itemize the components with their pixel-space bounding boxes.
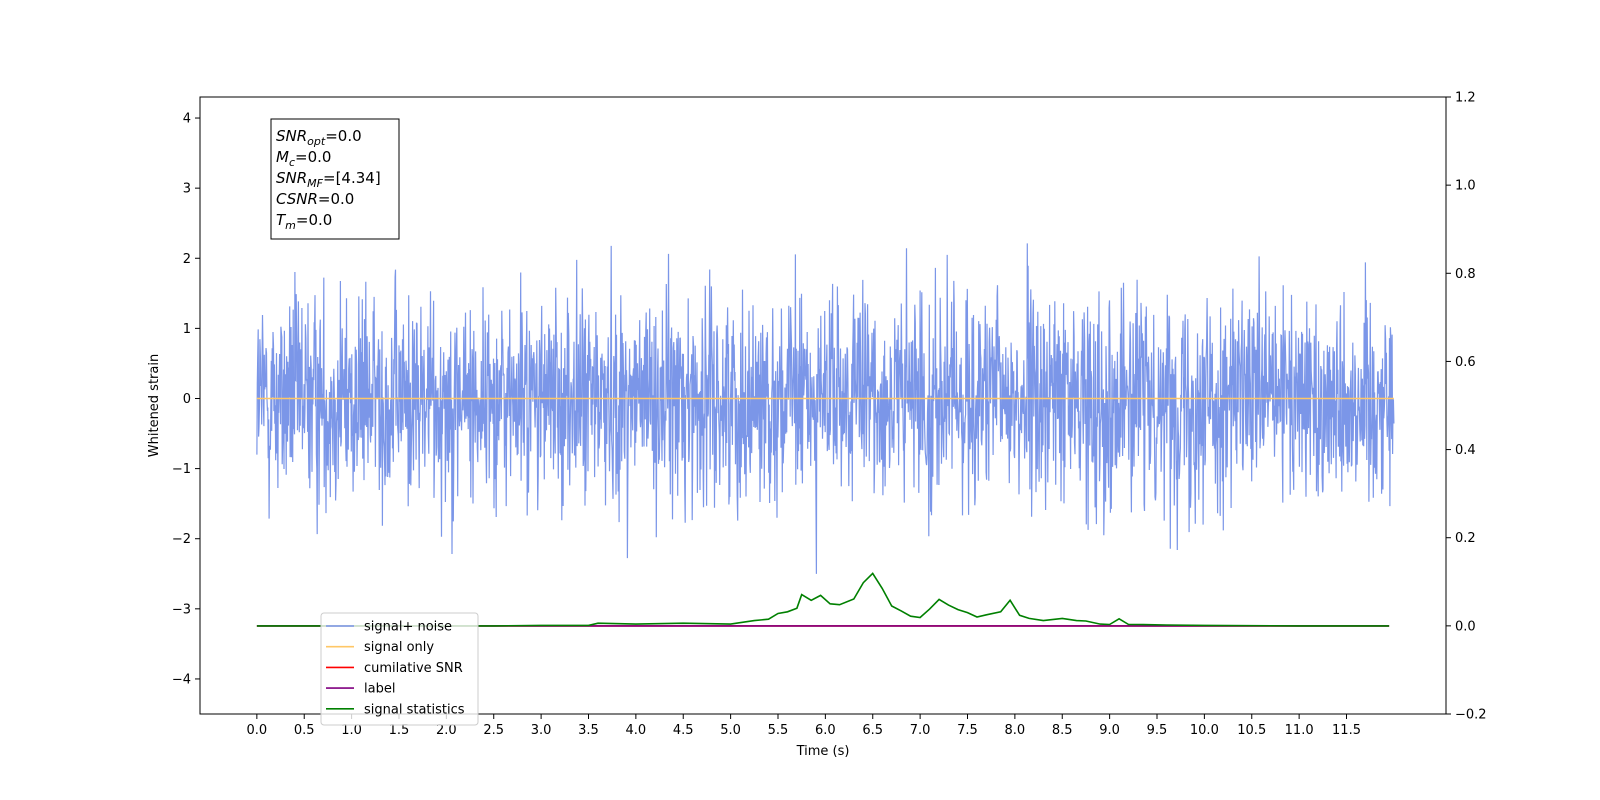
x-tick-label: 10.0	[1190, 723, 1219, 738]
legend-entry: label	[364, 682, 395, 697]
annotation-line: SNRopt=0.0	[276, 127, 362, 148]
annotation-subscript: opt	[307, 135, 326, 148]
x-tick-label: 8.5	[1052, 723, 1073, 738]
annotation-line: Mc=0.0	[276, 148, 331, 169]
axes-frame	[199, 96, 1447, 715]
y-tick-label: 0	[183, 392, 191, 407]
x-tick-label: 4.5	[673, 723, 694, 738]
y-tick-label: −2	[172, 532, 191, 547]
y2-tick-label: 0.2	[1455, 531, 1476, 546]
x-tick-label: 1.0	[341, 723, 362, 738]
annotation-value: =0.0	[296, 211, 332, 229]
legend: signal+ noise signal only cumilative SNR la…	[320, 612, 479, 726]
y-axis-right: −0.2 0.0 0.2 0.4 0.6 0.8 1.0 1.2	[1446, 91, 1487, 723]
x-tick-label: 5.0	[720, 723, 741, 738]
x-tick-label: 1.5	[389, 723, 410, 738]
x-tick-label: 3.0	[531, 723, 552, 738]
annotation-value: =0.0	[295, 148, 331, 166]
legend-entry: signal statistics	[364, 702, 465, 717]
y-tick-label: 2	[183, 252, 191, 267]
series-line-signal-noise	[256, 243, 1395, 574]
y-axis-left: −4 −3 −2 −1 0 1 2 3 4	[172, 112, 200, 687]
x-tick-label: 7.5	[957, 723, 978, 738]
y2-tick-label: 1.2	[1455, 91, 1476, 106]
annotation-symbol: M	[276, 148, 289, 166]
plot-area	[256, 243, 1395, 627]
annotation-subscript: MF	[307, 177, 323, 190]
x-tick-label: 11.5	[1332, 723, 1361, 738]
x-tick-label: 9.5	[1147, 723, 1168, 738]
annotation-symbol: SNR	[276, 169, 307, 187]
x-tick-label: 6.0	[815, 723, 836, 738]
x-tick-label: 6.5	[862, 723, 883, 738]
x-tick-label: 3.5	[578, 723, 599, 738]
annotation-subscript: c	[289, 156, 295, 169]
y2-tick-label: 0.6	[1455, 355, 1476, 370]
y2-tick-label: 0.0	[1455, 619, 1476, 634]
y2-tick-label: 0.4	[1455, 443, 1476, 458]
annotation-symbol: CSNR	[276, 190, 318, 208]
y-tick-label: 1	[183, 322, 191, 337]
annotation-line: Tm=0.0	[276, 211, 332, 232]
annotation-value: =0.0	[318, 190, 354, 208]
legend-entry: cumilative SNR	[364, 661, 463, 676]
annotation-symbol: SNR	[276, 127, 307, 145]
y-axis-label: Whitened strain	[147, 354, 162, 457]
annotation-line: CSNR=0.0	[276, 190, 354, 208]
x-axis: 0.0 0.5 1.0 1.5 2.0 2.5 3.0 3.5 4.0 4.5 5.0 5.5 6.0 6…	[247, 714, 1361, 738]
annotation-value: =0.0	[325, 127, 361, 145]
legend-entry: signal+ noise	[364, 620, 452, 635]
x-tick-label: 7.0	[910, 723, 931, 738]
x-tick-label: 10.5	[1237, 723, 1266, 738]
x-axis-label: Time (s)	[796, 744, 850, 759]
series-line-signal-statistics	[256, 572, 1390, 627]
x-tick-label: 0.5	[294, 723, 315, 738]
y-tick-label: −1	[172, 462, 191, 477]
y-tick-label: −4	[172, 672, 191, 687]
x-tick-label: 8.0	[1005, 723, 1026, 738]
y2-tick-label: 1.0	[1455, 179, 1476, 194]
annotation-frame	[270, 118, 400, 240]
x-tick-label: 0.0	[247, 723, 268, 738]
annotation-line: SNRMF=[4.34]	[276, 169, 381, 190]
annotation-value: =[4.34]	[323, 169, 381, 187]
x-tick-label: 2.0	[436, 723, 457, 738]
x-tick-label: 5.5	[768, 723, 789, 738]
x-tick-label: 4.0	[626, 723, 647, 738]
x-tick-label: 9.0	[1099, 723, 1120, 738]
annotation-symbol: T	[276, 211, 287, 229]
x-tick-label: 2.5	[483, 723, 504, 738]
y-tick-label: 4	[183, 112, 191, 127]
y-tick-label: 3	[183, 182, 191, 197]
y2-tick-label: −0.2	[1455, 708, 1487, 723]
legend-entry: signal only	[364, 640, 434, 655]
x-tick-label: 11.0	[1285, 723, 1314, 738]
annotation-subscript: m	[285, 219, 296, 232]
annotation-box: SNRopt=0.0Mc=0.0SNRMF=[4.34]CSNR=0.0Tm=0…	[270, 118, 400, 240]
y2-tick-label: 0.8	[1455, 267, 1476, 282]
y-tick-label: −3	[172, 602, 191, 617]
legend-frame	[320, 612, 479, 726]
